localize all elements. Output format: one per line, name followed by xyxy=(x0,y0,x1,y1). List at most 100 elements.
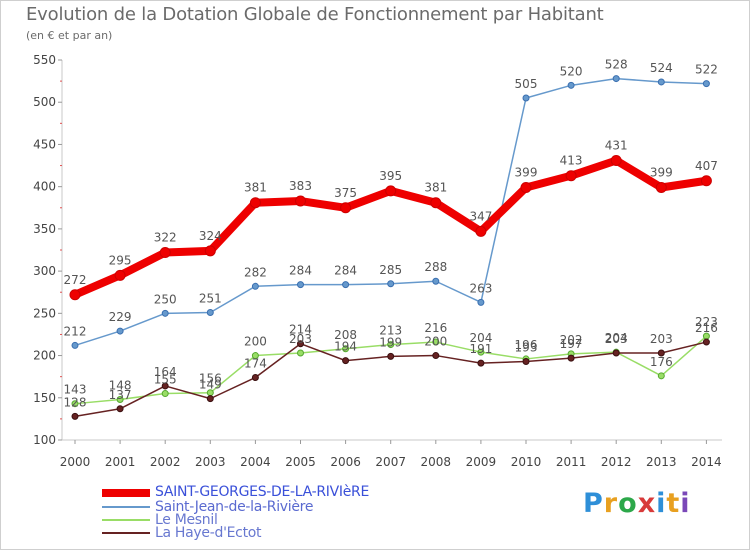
x-tick-label-2014: 2014 xyxy=(691,455,722,469)
point-saint-jean-2008 xyxy=(432,277,440,285)
x-tick-label-2003: 2003 xyxy=(195,455,226,469)
data-label-le-mesnil-2007: 213 xyxy=(379,324,402,338)
point-la-haye-2013 xyxy=(657,349,665,357)
x-tick-label-2009: 2009 xyxy=(466,455,497,469)
point-saint-georges-2001 xyxy=(114,269,126,281)
point-saint-georges-2007 xyxy=(385,185,397,197)
y-tick-label-150: 150 xyxy=(33,391,56,405)
data-label-le-mesnil-2012: 204 xyxy=(605,331,628,345)
point-la-haye-2010 xyxy=(522,357,530,365)
legend-swatch-la-haye xyxy=(102,532,150,534)
data-label-saint-georges-2002: 322 xyxy=(154,231,177,245)
data-label-saint-georges-2009: 347 xyxy=(469,209,492,223)
point-la-haye-2001 xyxy=(116,405,124,413)
data-label-saint-jean-2006: 284 xyxy=(334,264,357,278)
point-la-haye-2011 xyxy=(567,354,575,362)
point-saint-georges-2004 xyxy=(249,197,261,209)
point-le-mesnil-2006 xyxy=(342,345,350,353)
data-label-le-mesnil-2004: 200 xyxy=(244,335,267,349)
page-subtitle: (en € et par an) xyxy=(26,29,113,42)
data-label-saint-jean-2007: 285 xyxy=(379,263,402,277)
data-label-le-mesnil-2008: 216 xyxy=(424,321,447,335)
point-saint-georges-2011 xyxy=(565,170,577,182)
point-saint-jean-2007 xyxy=(387,280,395,288)
data-label-la-haye-2006: 194 xyxy=(334,340,357,354)
data-label-la-haye-2012: 203 xyxy=(605,332,628,346)
data-label-saint-jean-2012: 528 xyxy=(605,58,628,72)
point-la-haye-2005 xyxy=(297,340,304,348)
legend-label-le-mesnil: Le Mesnil xyxy=(155,512,218,528)
data-label-le-mesnil-2013: 176 xyxy=(650,355,673,369)
point-la-haye-2006 xyxy=(342,357,350,365)
data-label-le-mesnil-2009: 204 xyxy=(469,331,492,345)
point-saint-georges-2013 xyxy=(655,182,667,194)
x-tick-label-2004: 2004 xyxy=(240,455,271,469)
data-label-la-haye-2008: 200 xyxy=(424,335,447,349)
x-tick-label-2000: 2000 xyxy=(60,455,91,469)
data-label-saint-jean-2000: 212 xyxy=(64,324,87,338)
data-label-saint-georges-2004: 381 xyxy=(244,181,267,195)
point-saint-georges-2008 xyxy=(430,197,442,209)
y-tick-label-500: 500 xyxy=(33,95,56,109)
data-label-la-haye-2005: 214 xyxy=(289,323,312,337)
data-label-saint-jean-2001: 229 xyxy=(109,310,132,324)
point-le-mesnil-2001 xyxy=(116,395,124,403)
legend-label-la-haye: La Haye-d'Ectot xyxy=(155,525,262,541)
point-la-haye-2008 xyxy=(432,352,440,360)
legend-swatch-saint-jean xyxy=(102,506,150,508)
y-tick-label-400: 400 xyxy=(33,180,56,194)
x-tick-label-2008: 2008 xyxy=(421,455,452,469)
data-label-le-mesnil-2003: 156 xyxy=(199,372,222,386)
data-label-saint-jean-2008: 288 xyxy=(424,260,447,274)
data-label-la-haye-2014: 216 xyxy=(695,321,718,335)
data-label-saint-georges-2003: 324 xyxy=(199,229,222,243)
data-label-le-mesnil-2011: 202 xyxy=(560,333,583,347)
y-tick-label-250: 250 xyxy=(33,306,56,320)
data-label-la-haye-2002: 164 xyxy=(154,365,177,379)
point-saint-georges-2014 xyxy=(700,175,712,187)
data-label-le-mesnil-2006: 208 xyxy=(334,328,357,342)
x-tick-label-2013: 2013 xyxy=(646,455,677,469)
legend-swatch-le-mesnil xyxy=(102,519,150,521)
data-label-saint-georges-2013: 399 xyxy=(650,166,673,180)
x-tick-label-2010: 2010 xyxy=(511,455,542,469)
point-saint-jean-2005 xyxy=(297,281,304,289)
data-label-saint-jean-2004: 282 xyxy=(244,265,267,279)
data-label-saint-jean-2002: 250 xyxy=(154,292,177,306)
point-le-mesnil-2009 xyxy=(477,348,485,356)
data-label-saint-jean-2013: 524 xyxy=(650,61,673,75)
x-tick-label-2002: 2002 xyxy=(150,455,181,469)
point-la-haye-2014 xyxy=(702,338,710,346)
point-saint-jean-2004 xyxy=(251,282,259,290)
point-le-mesnil-2007 xyxy=(387,341,395,349)
data-label-saint-georges-2008: 381 xyxy=(424,181,447,195)
x-tick-label-2006: 2006 xyxy=(330,455,361,469)
y-tick-label-100: 100 xyxy=(33,433,56,447)
point-saint-georges-2009 xyxy=(475,225,487,237)
data-label-saint-georges-2007: 395 xyxy=(379,169,402,183)
data-label-saint-georges-2001: 295 xyxy=(109,253,132,267)
y-tick-label-350: 350 xyxy=(33,222,56,236)
data-label-saint-georges-2014: 407 xyxy=(695,159,718,173)
point-saint-jean-2006 xyxy=(342,281,350,289)
point-saint-jean-2013 xyxy=(657,78,665,86)
point-saint-jean-2001 xyxy=(116,327,124,335)
data-label-saint-jean-2009: 263 xyxy=(469,281,492,295)
data-label-la-haye-2010: 193 xyxy=(515,340,538,354)
point-la-haye-2012 xyxy=(612,349,620,357)
y-tick-label-200: 200 xyxy=(33,349,56,363)
data-label-la-haye-2009: 191 xyxy=(469,342,492,356)
data-label-le-mesnil-2001: 148 xyxy=(109,378,132,392)
data-label-le-mesnil-2005: 203 xyxy=(289,332,312,346)
point-saint-jean-2000 xyxy=(71,341,79,349)
point-saint-georges-2003 xyxy=(204,245,216,257)
point-la-haye-2004 xyxy=(251,374,259,382)
y-tick-label-550: 550 xyxy=(33,53,56,67)
point-le-mesnil-2005 xyxy=(297,349,304,357)
legend-label-saint-georges: SAINT-GEORGES-DE-LA-RIVIèRE xyxy=(155,484,369,500)
point-la-haye-2007 xyxy=(387,352,395,360)
point-le-mesnil-2013 xyxy=(657,372,665,380)
x-tick-label-2012: 2012 xyxy=(601,455,632,469)
point-le-mesnil-2000 xyxy=(71,400,79,408)
